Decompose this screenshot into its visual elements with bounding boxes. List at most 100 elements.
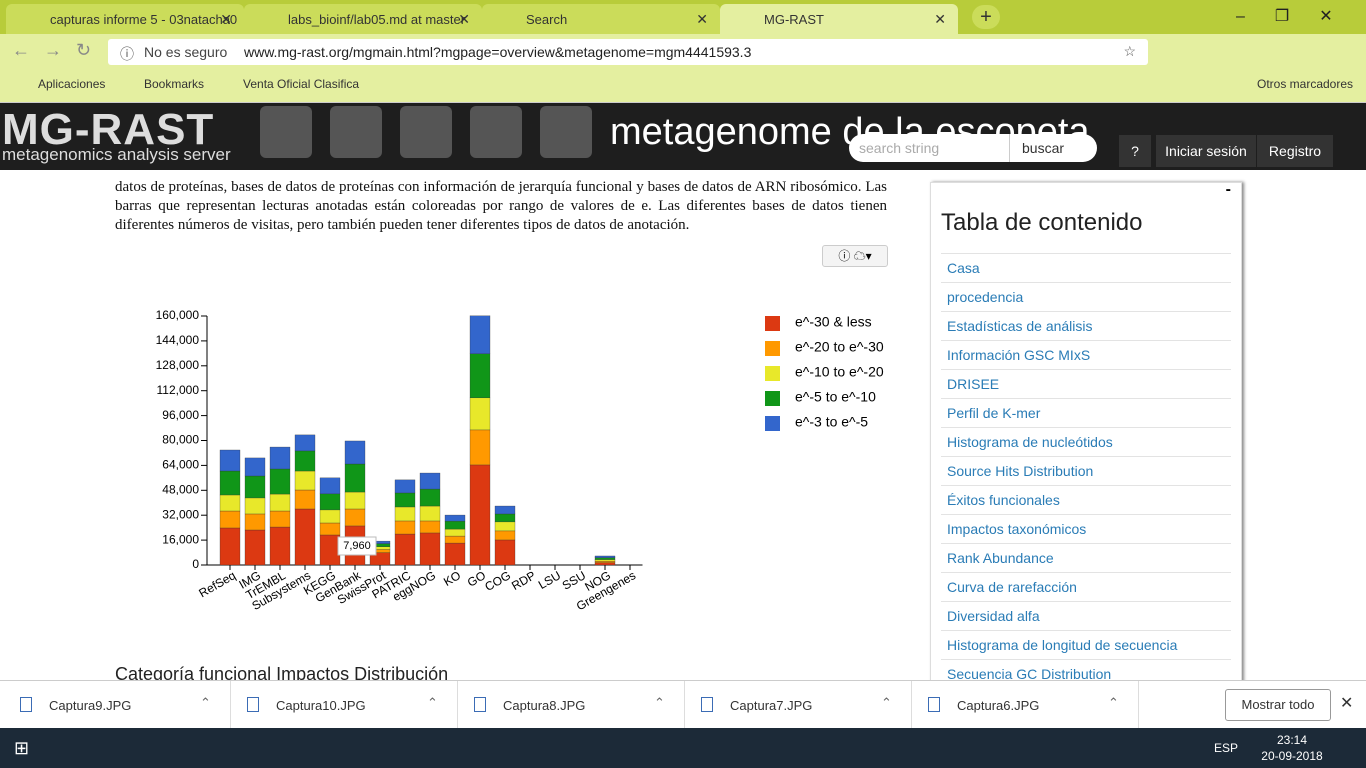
tab-close[interactable]: ✕ — [458, 11, 470, 27]
download-button[interactable] — [470, 106, 522, 158]
bar-segment — [469, 464, 491, 566]
clock-time: 23:14 — [1276, 733, 1308, 747]
info-icon: ⓘ — [120, 46, 134, 62]
bar-segment — [294, 470, 316, 491]
tab[interactable]: Search ✕ — [482, 4, 720, 34]
toc-link[interactable]: Secuencia GC Distribution — [941, 659, 1231, 680]
home-button[interactable] — [260, 106, 312, 158]
analysis-button[interactable] — [540, 106, 592, 158]
bar-segment — [219, 470, 241, 496]
search-button[interactable]: buscar — [1009, 134, 1097, 162]
toc-link[interactable]: Estadísticas de análisis — [941, 311, 1231, 339]
file-icon — [474, 697, 486, 712]
search-input[interactable]: search string — [849, 134, 1009, 162]
bar-segment — [344, 491, 366, 510]
toc-link[interactable]: Diversidad alfa — [941, 601, 1231, 629]
nav-buttons[interactable]: ←→↻ — [12, 40, 106, 60]
file-name: Captura6.JPG — [957, 698, 1040, 713]
bar-segment — [244, 457, 266, 477]
tab-title: MG-RAST — [764, 12, 824, 27]
window-controls[interactable]: –❐✕ — [1236, 8, 1363, 25]
toc-link[interactable]: Impactos taxonómicos — [941, 514, 1231, 542]
logo[interactable]: MG-RAST — [2, 105, 215, 154]
toc-link[interactable]: Histograma de nucleótidos — [941, 427, 1231, 455]
toc-link[interactable]: Rank Abundance — [941, 543, 1231, 571]
bar-segment — [219, 510, 241, 529]
bar-segment — [344, 463, 366, 493]
legend-swatch — [765, 341, 780, 356]
close-downloads[interactable]: ✕ — [1340, 695, 1354, 712]
toc-link[interactable]: Perfil de K-mer — [941, 398, 1231, 426]
show-all-button[interactable]: Mostrar todo — [1225, 689, 1331, 721]
bar-segment — [594, 557, 616, 560]
bar-segment — [494, 513, 516, 523]
omnibox[interactable]: ⓘ No es seguro www.mg-rast.org/mgmain.ht… — [108, 39, 1148, 65]
bar-segment — [269, 493, 291, 512]
search-nav-button[interactable] — [330, 106, 382, 158]
file-menu[interactable]: ⌃ — [654, 695, 665, 710]
toc-link[interactable]: Curva de rarefacción — [941, 572, 1231, 600]
toc-link[interactable]: Histograma de longitud de secuencia — [941, 630, 1231, 658]
register-button[interactable]: Registro — [1257, 135, 1333, 167]
y-tick-label: 64,000 — [162, 458, 199, 472]
bookmark[interactable]: Venta Oficial Clasifica — [243, 77, 360, 91]
bookmark[interactable]: Otros marcadores — [1257, 77, 1354, 91]
taskbar: ⊞ ESP 23:14 20-09-2018 — [0, 728, 1366, 768]
paragraph: datos de proteínas, bases de datos de pr… — [115, 179, 887, 233]
tab-close[interactable]: ✕ — [934, 11, 946, 27]
bar-segment — [244, 529, 266, 566]
chart-buttons[interactable]: ⓘ ☁▾ — [822, 245, 888, 267]
tab[interactable]: capturas informe 5 - 03natacha0 ✕ — [6, 4, 244, 34]
bar-segment — [469, 429, 491, 466]
tab-close[interactable]: ✕ — [696, 11, 708, 27]
download-item[interactable]: Captura10.JPG ⌃ — [247, 681, 458, 729]
upload-button[interactable] — [400, 106, 452, 158]
language: ESP — [1214, 741, 1239, 755]
site-header: MG-RAST metagenomics analysis server met… — [0, 103, 1366, 170]
download-item[interactable]: Captura6.JPG ⌃ — [928, 681, 1139, 729]
bar-segment — [494, 539, 516, 566]
help-button[interactable]: ? — [1119, 135, 1151, 167]
bar-segment — [494, 530, 516, 541]
download-item[interactable]: Captura9.JPG ⌃ — [20, 681, 231, 729]
bookmarks-bar: Aplicaciones Bookmarks Venta Oficial Cla… — [0, 70, 1366, 103]
tab-close[interactable]: ✕ — [220, 11, 232, 27]
file-icon — [928, 697, 940, 712]
new-tab[interactable]: + — [972, 5, 1000, 29]
tooltip: 7,960 — [343, 540, 371, 552]
bookmark[interactable]: Bookmarks — [144, 77, 205, 91]
tab[interactable]: labs_bioinf/lab05.md at master ✕ — [244, 4, 482, 34]
toc-link[interactable]: procedencia — [941, 282, 1231, 310]
file-menu[interactable]: ⌃ — [427, 695, 438, 710]
download-item[interactable]: Captura8.JPG ⌃ — [474, 681, 685, 729]
bar-segment — [394, 479, 416, 494]
tab[interactable]: MG-RAST ✕ — [720, 4, 958, 34]
file-menu[interactable]: ⌃ — [1108, 695, 1119, 710]
tab-bar: capturas informe 5 - 03natacha0 ✕ labs_bi… — [0, 0, 1366, 34]
legend-swatch — [765, 391, 780, 406]
toc-link[interactable]: Casa — [941, 253, 1231, 281]
bar-segment — [269, 468, 291, 495]
star[interactable]: ☆ — [1123, 43, 1136, 59]
toc-link[interactable]: Éxitos funcionales — [941, 485, 1231, 513]
y-tick-label: 0 — [192, 557, 199, 571]
bar-segment — [469, 353, 491, 399]
toc-link[interactable]: DRISEE — [941, 369, 1231, 397]
file-menu[interactable]: ⌃ — [200, 695, 211, 710]
toc-link[interactable]: Información GSC MIxS — [941, 340, 1231, 368]
bar-segment — [294, 489, 316, 510]
bar-segment — [344, 508, 366, 527]
legend-label: e^-20 to e^-30 — [795, 339, 884, 355]
bar-segment — [594, 562, 616, 566]
bookmark[interactable]: Aplicaciones — [38, 77, 106, 91]
toc-link[interactable]: Source Hits Distribution — [941, 456, 1231, 484]
bar-segment — [419, 505, 441, 522]
download-item[interactable]: Captura7.JPG ⌃ — [701, 681, 912, 729]
y-tick-label: 160,000 — [156, 308, 200, 322]
start-button[interactable]: ⊞ — [14, 738, 30, 758]
file-menu[interactable]: ⌃ — [881, 695, 892, 710]
collapse-button[interactable]: - — [1225, 181, 1231, 198]
login-button[interactable]: Iniciar sesión — [1156, 135, 1256, 167]
